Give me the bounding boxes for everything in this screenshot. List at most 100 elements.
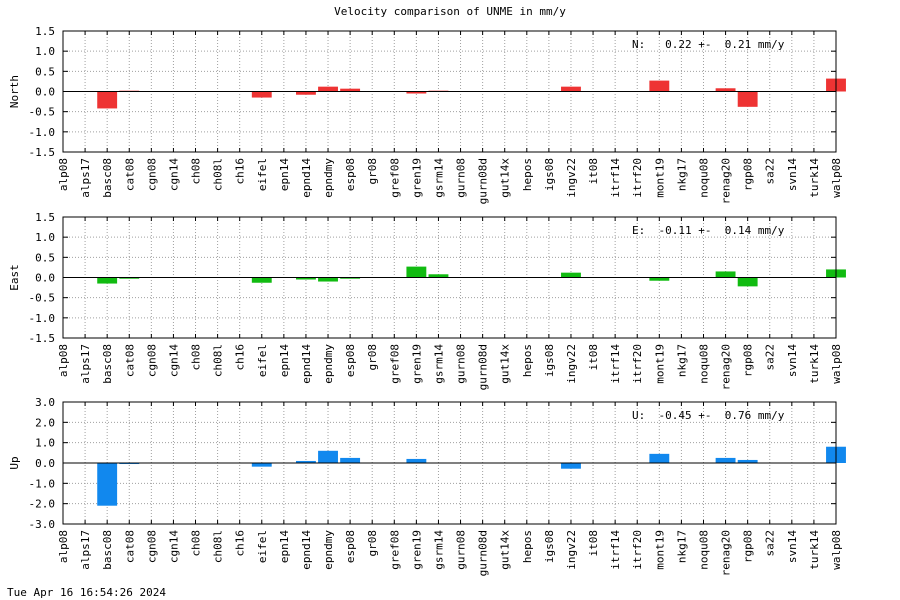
bar-ingv22 [561, 86, 581, 92]
plot-frame [62, 30, 837, 153]
bar-mont19 [649, 277, 670, 281]
x-tick-label: walp08 [830, 530, 843, 570]
bar-ingv22 [561, 463, 581, 469]
bar-esp08 [340, 277, 361, 279]
x-tick-label: igs08 [543, 158, 556, 191]
y-tick-label: -2.0 [29, 498, 56, 511]
bar-epndmy [318, 277, 338, 282]
bar-rgp08 [737, 277, 758, 287]
x-tick-label: ingv22 [565, 344, 578, 384]
x-tick-label: epnd14 [300, 530, 313, 570]
x-tick-label: ingv22 [565, 530, 578, 570]
x-tick-label: nkg17 [675, 530, 688, 563]
x-tick-label: turk14 [808, 530, 821, 570]
x-tick-label: it08 [587, 344, 600, 371]
bar-basc08 [97, 277, 118, 284]
x-tick-label: epndmy [322, 158, 335, 198]
y-tick-label: 1.5 [35, 25, 55, 38]
x-tick-label: gut14x [499, 530, 512, 570]
x-tick-label: mont19 [653, 158, 666, 198]
bar-gsrm14 [428, 274, 449, 278]
x-tick-label: itrf20 [631, 344, 644, 384]
x-tick-label: renag20 [720, 530, 733, 576]
plot-frame [62, 401, 837, 525]
x-tick-label: gr08 [366, 344, 379, 371]
bar-eifel [251, 463, 272, 467]
y-tick-label: 1.5 [35, 211, 55, 224]
x-tick-label: gurn08d [477, 530, 490, 576]
x-tick-label: it08 [587, 158, 600, 185]
x-tick-label: sa22 [764, 344, 777, 371]
stats-annotation: U: -0.45 +- 0.76 mm/y [632, 409, 785, 422]
x-tick-label: it08 [587, 530, 600, 557]
x-tick-label: gsrm14 [432, 530, 445, 570]
x-tick-label: gref08 [388, 344, 401, 384]
x-tick-label: cgn08 [145, 530, 158, 563]
x-tick-label: cgn14 [167, 530, 180, 563]
bar-gren19 [406, 266, 427, 278]
y-tick-label: -1.5 [29, 332, 56, 345]
y-tick-label: 0.0 [35, 86, 55, 99]
x-tick-label: cgn14 [167, 344, 180, 377]
x-tick-label: epnd14 [300, 158, 313, 198]
y-tick-label: -1.0 [29, 126, 56, 139]
x-tick-label: igs08 [543, 344, 556, 377]
bar-ingv22 [561, 272, 581, 278]
x-tick-label: gren19 [410, 158, 423, 198]
x-tick-label: nkg17 [675, 158, 688, 191]
x-tick-label: gurn08 [455, 158, 468, 198]
x-tick-label: basc08 [101, 158, 114, 198]
x-tick-label: gref08 [388, 530, 401, 570]
x-tick-label: ch08 [190, 158, 203, 185]
bar-eifel [251, 277, 272, 283]
x-tick-label: alps17 [79, 530, 92, 570]
stats-annotation: E: -0.11 +- 0.14 mm/y [632, 224, 785, 237]
y-tick-label: 0.5 [35, 65, 55, 78]
x-tick-label: alp08 [57, 344, 70, 377]
x-tick-label: sa22 [764, 530, 777, 557]
x-tick-label: epndmy [322, 344, 335, 384]
x-tick-label: cat08 [123, 530, 136, 563]
y-axis-label: North [8, 75, 21, 108]
x-tick-label: cgn08 [145, 158, 158, 191]
y-tick-label: 2.0 [35, 416, 55, 429]
x-tick-label: alps17 [79, 344, 92, 384]
x-tick-label: itrf20 [631, 158, 644, 198]
x-tick-label: esp08 [344, 158, 357, 191]
x-tick-label: noqu08 [697, 344, 710, 384]
x-tick-label: gr08 [366, 530, 379, 557]
plot-frame [62, 216, 837, 339]
x-tick-label: gurn08 [455, 530, 468, 570]
x-tick-label: ch08 [190, 344, 203, 371]
bar-cat08 [119, 277, 140, 279]
bar-rgp08 [737, 459, 758, 463]
x-tick-label: gurn08 [455, 344, 468, 384]
x-tick-label: gut14x [499, 158, 512, 198]
x-tick-label: gref08 [388, 158, 401, 198]
x-tick-label: rgp08 [742, 344, 755, 377]
x-tick-label: epn14 [278, 344, 291, 377]
x-tick-label: igs08 [543, 530, 556, 563]
bar-epnd14 [296, 277, 316, 280]
x-tick-label: ch08l [212, 158, 225, 191]
x-tick-label: gsrm14 [432, 158, 445, 198]
bar-epndmy [318, 450, 338, 463]
y-tick-label: 1.0 [35, 45, 55, 58]
x-tick-label: svn14 [786, 530, 799, 563]
y-tick-label: -3.0 [29, 518, 56, 531]
x-tick-label: itrf14 [609, 158, 622, 198]
x-tick-label: hepos [521, 158, 534, 191]
x-tick-label: svn14 [786, 158, 799, 191]
x-tick-label: gren19 [410, 344, 423, 384]
x-tick-label: ch16 [234, 530, 247, 557]
x-tick-label: gurn08d [477, 344, 490, 390]
x-tick-label: basc08 [101, 344, 114, 384]
bar-renag20 [715, 88, 736, 92]
bar-mont19 [649, 80, 670, 92]
bar-gren19 [406, 91, 427, 94]
y-tick-label: -1.0 [29, 477, 56, 490]
x-tick-label: turk14 [808, 344, 821, 384]
x-tick-label: ch16 [234, 158, 247, 185]
